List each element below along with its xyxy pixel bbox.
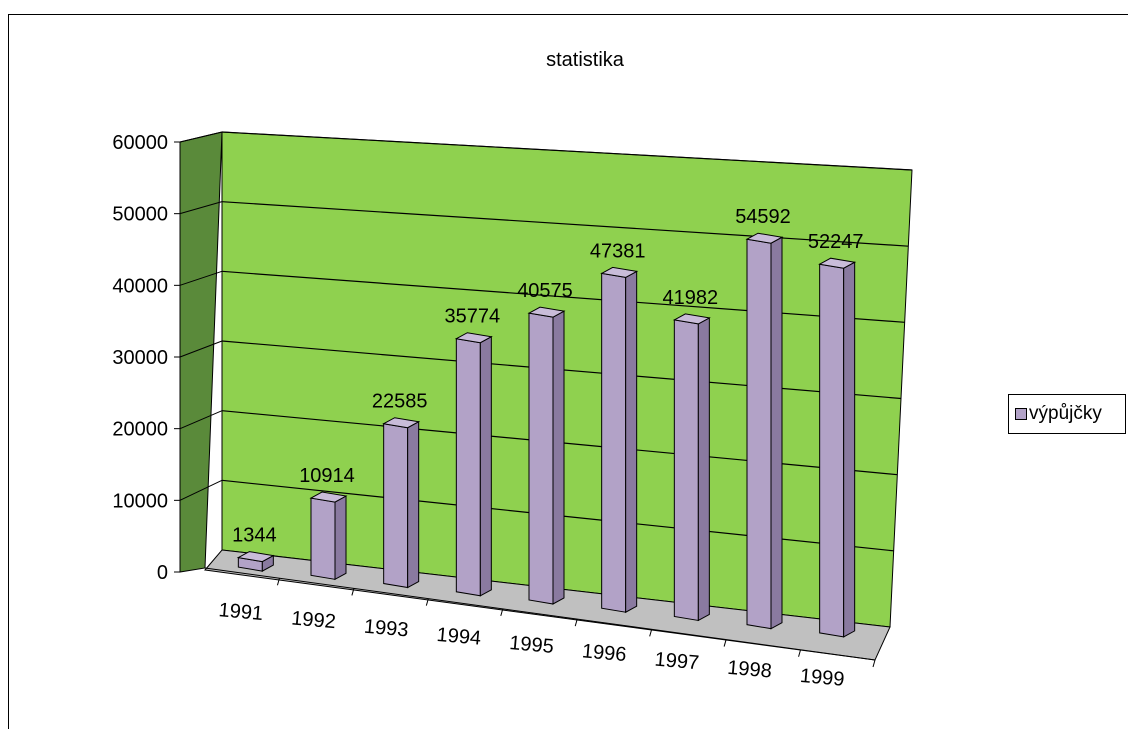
bar-top (672, 313, 711, 325)
data-label: 52247 (808, 231, 864, 253)
bar-side (625, 270, 638, 614)
bar-front (455, 338, 481, 597)
x-tick (872, 659, 876, 668)
data-label: 10914 (299, 465, 355, 487)
gridline-side (179, 131, 223, 143)
bar-side (334, 495, 347, 581)
bar (527, 306, 566, 605)
legend-swatch (1015, 408, 1027, 420)
chart-area (8, 14, 1128, 729)
y-tick-label: 50000 (112, 204, 168, 226)
x-tick-label: 1995 (508, 632, 554, 658)
y-tick-label: 0 (157, 562, 168, 584)
bar (672, 313, 711, 622)
bars (236, 232, 857, 638)
bar-side (479, 335, 492, 597)
x-tick-label: 1997 (654, 649, 700, 675)
bar (818, 257, 857, 638)
bar-top (236, 551, 275, 563)
side-wall (179, 131, 223, 573)
bar-top (527, 306, 566, 318)
x-tick (351, 588, 355, 596)
bar-top (382, 417, 421, 429)
legend: výpůjčky (1008, 394, 1126, 434)
bar-top (454, 332, 493, 344)
bar (309, 491, 348, 581)
y-tick-label: 30000 (112, 347, 168, 369)
x-tick-label: 1998 (726, 657, 772, 683)
gridline-side (179, 340, 223, 358)
gridline-side (179, 410, 223, 430)
chart-title: statistika (546, 49, 625, 71)
x-tick-label: 1992 (290, 607, 336, 633)
x-tick-label: 1993 (363, 616, 409, 642)
x-tick (723, 639, 727, 647)
gridline-side (179, 201, 223, 215)
bar-front (310, 497, 336, 580)
bar-top (600, 266, 639, 278)
data-label: 35774 (445, 306, 501, 328)
y-tick-label: 40000 (112, 275, 168, 297)
bar-side (770, 236, 783, 630)
x-tick (276, 578, 280, 586)
x-tick-label: 1996 (581, 640, 627, 666)
x-tick (649, 629, 653, 637)
bar (745, 232, 784, 630)
bar-top (309, 491, 348, 503)
bar (382, 417, 421, 589)
x-tick (574, 618, 578, 627)
bar-top (818, 257, 857, 269)
x-tick (798, 649, 802, 657)
bar-top (745, 232, 784, 244)
legend-label: výpůjčky (1029, 403, 1102, 424)
y-axis-tick-labels: 0 10000 20000 30000 40000 50000 60000 (112, 132, 168, 584)
bar-front (746, 238, 772, 630)
bar-side (552, 310, 565, 605)
gridline-side (179, 270, 223, 286)
x-tick (500, 608, 504, 617)
bar-front (601, 272, 627, 613)
gridline (221, 131, 913, 171)
bar-front (673, 319, 699, 622)
x-axis-tick-labels: 1991 1992 1993 1994 1995 1996 1997 1998 1999 (218, 599, 846, 691)
bar-front (819, 263, 845, 638)
y-tick-label: 60000 (112, 132, 168, 154)
x-tick-label: 1991 (218, 599, 264, 625)
x-tick (425, 598, 429, 606)
bar (236, 551, 275, 572)
bar (600, 266, 639, 614)
y-tick-label: 10000 (112, 490, 168, 512)
bar-side (407, 420, 420, 589)
bar-front (528, 312, 554, 605)
data-label: 40575 (517, 280, 573, 302)
data-label: 22585 (372, 391, 428, 413)
data-label: 47381 (590, 240, 646, 262)
y-tick-label: 20000 (112, 419, 168, 441)
gridline (221, 270, 905, 323)
bar (454, 332, 493, 597)
data-label: 54592 (735, 206, 791, 228)
data-labels: 1344 10914 22585 35774 40575 47381 41982 54592 5… (232, 206, 863, 546)
x-axis-line (204, 567, 876, 661)
data-label: 1344 (232, 525, 277, 547)
bar-side (843, 261, 856, 638)
bar-front (383, 423, 409, 589)
x-tick-label: 1994 (436, 624, 482, 650)
gridline-side (179, 479, 223, 501)
bar-side (697, 317, 710, 622)
gridline (221, 201, 909, 247)
data-label: 41982 (663, 287, 719, 309)
x-tick-label: 1999 (799, 665, 845, 691)
